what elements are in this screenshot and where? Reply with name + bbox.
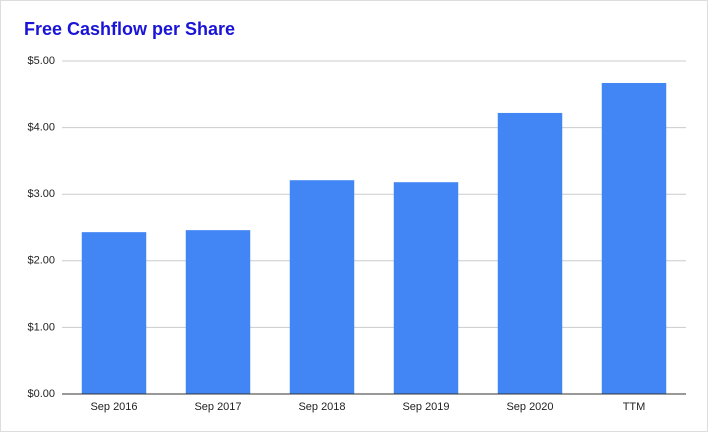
- y-tick-label: $0.00: [27, 388, 55, 400]
- x-tick-label: Sep 2016: [90, 401, 137, 413]
- bar: [601, 82, 667, 394]
- bar: [393, 182, 459, 394]
- bar: [289, 180, 355, 394]
- y-tick-label: $3.00: [27, 188, 55, 200]
- y-tick-label: $4.00: [27, 122, 55, 134]
- y-tick-label: $5.00: [27, 55, 55, 67]
- bar: [81, 232, 147, 394]
- chart-title: Free Cashflow per Share: [24, 19, 235, 39]
- x-tick-label: Sep 2020: [506, 401, 553, 413]
- bar: [497, 112, 563, 394]
- y-tick-label: $1.00: [27, 321, 55, 333]
- x-tick-label: Sep 2018: [298, 401, 345, 413]
- bar: [185, 230, 251, 394]
- x-tick-label: TTM: [623, 401, 646, 413]
- x-tick-label: Sep 2019: [402, 401, 449, 413]
- x-tick-label: Sep 2017: [194, 401, 241, 413]
- y-tick-label: $2.00: [27, 255, 55, 267]
